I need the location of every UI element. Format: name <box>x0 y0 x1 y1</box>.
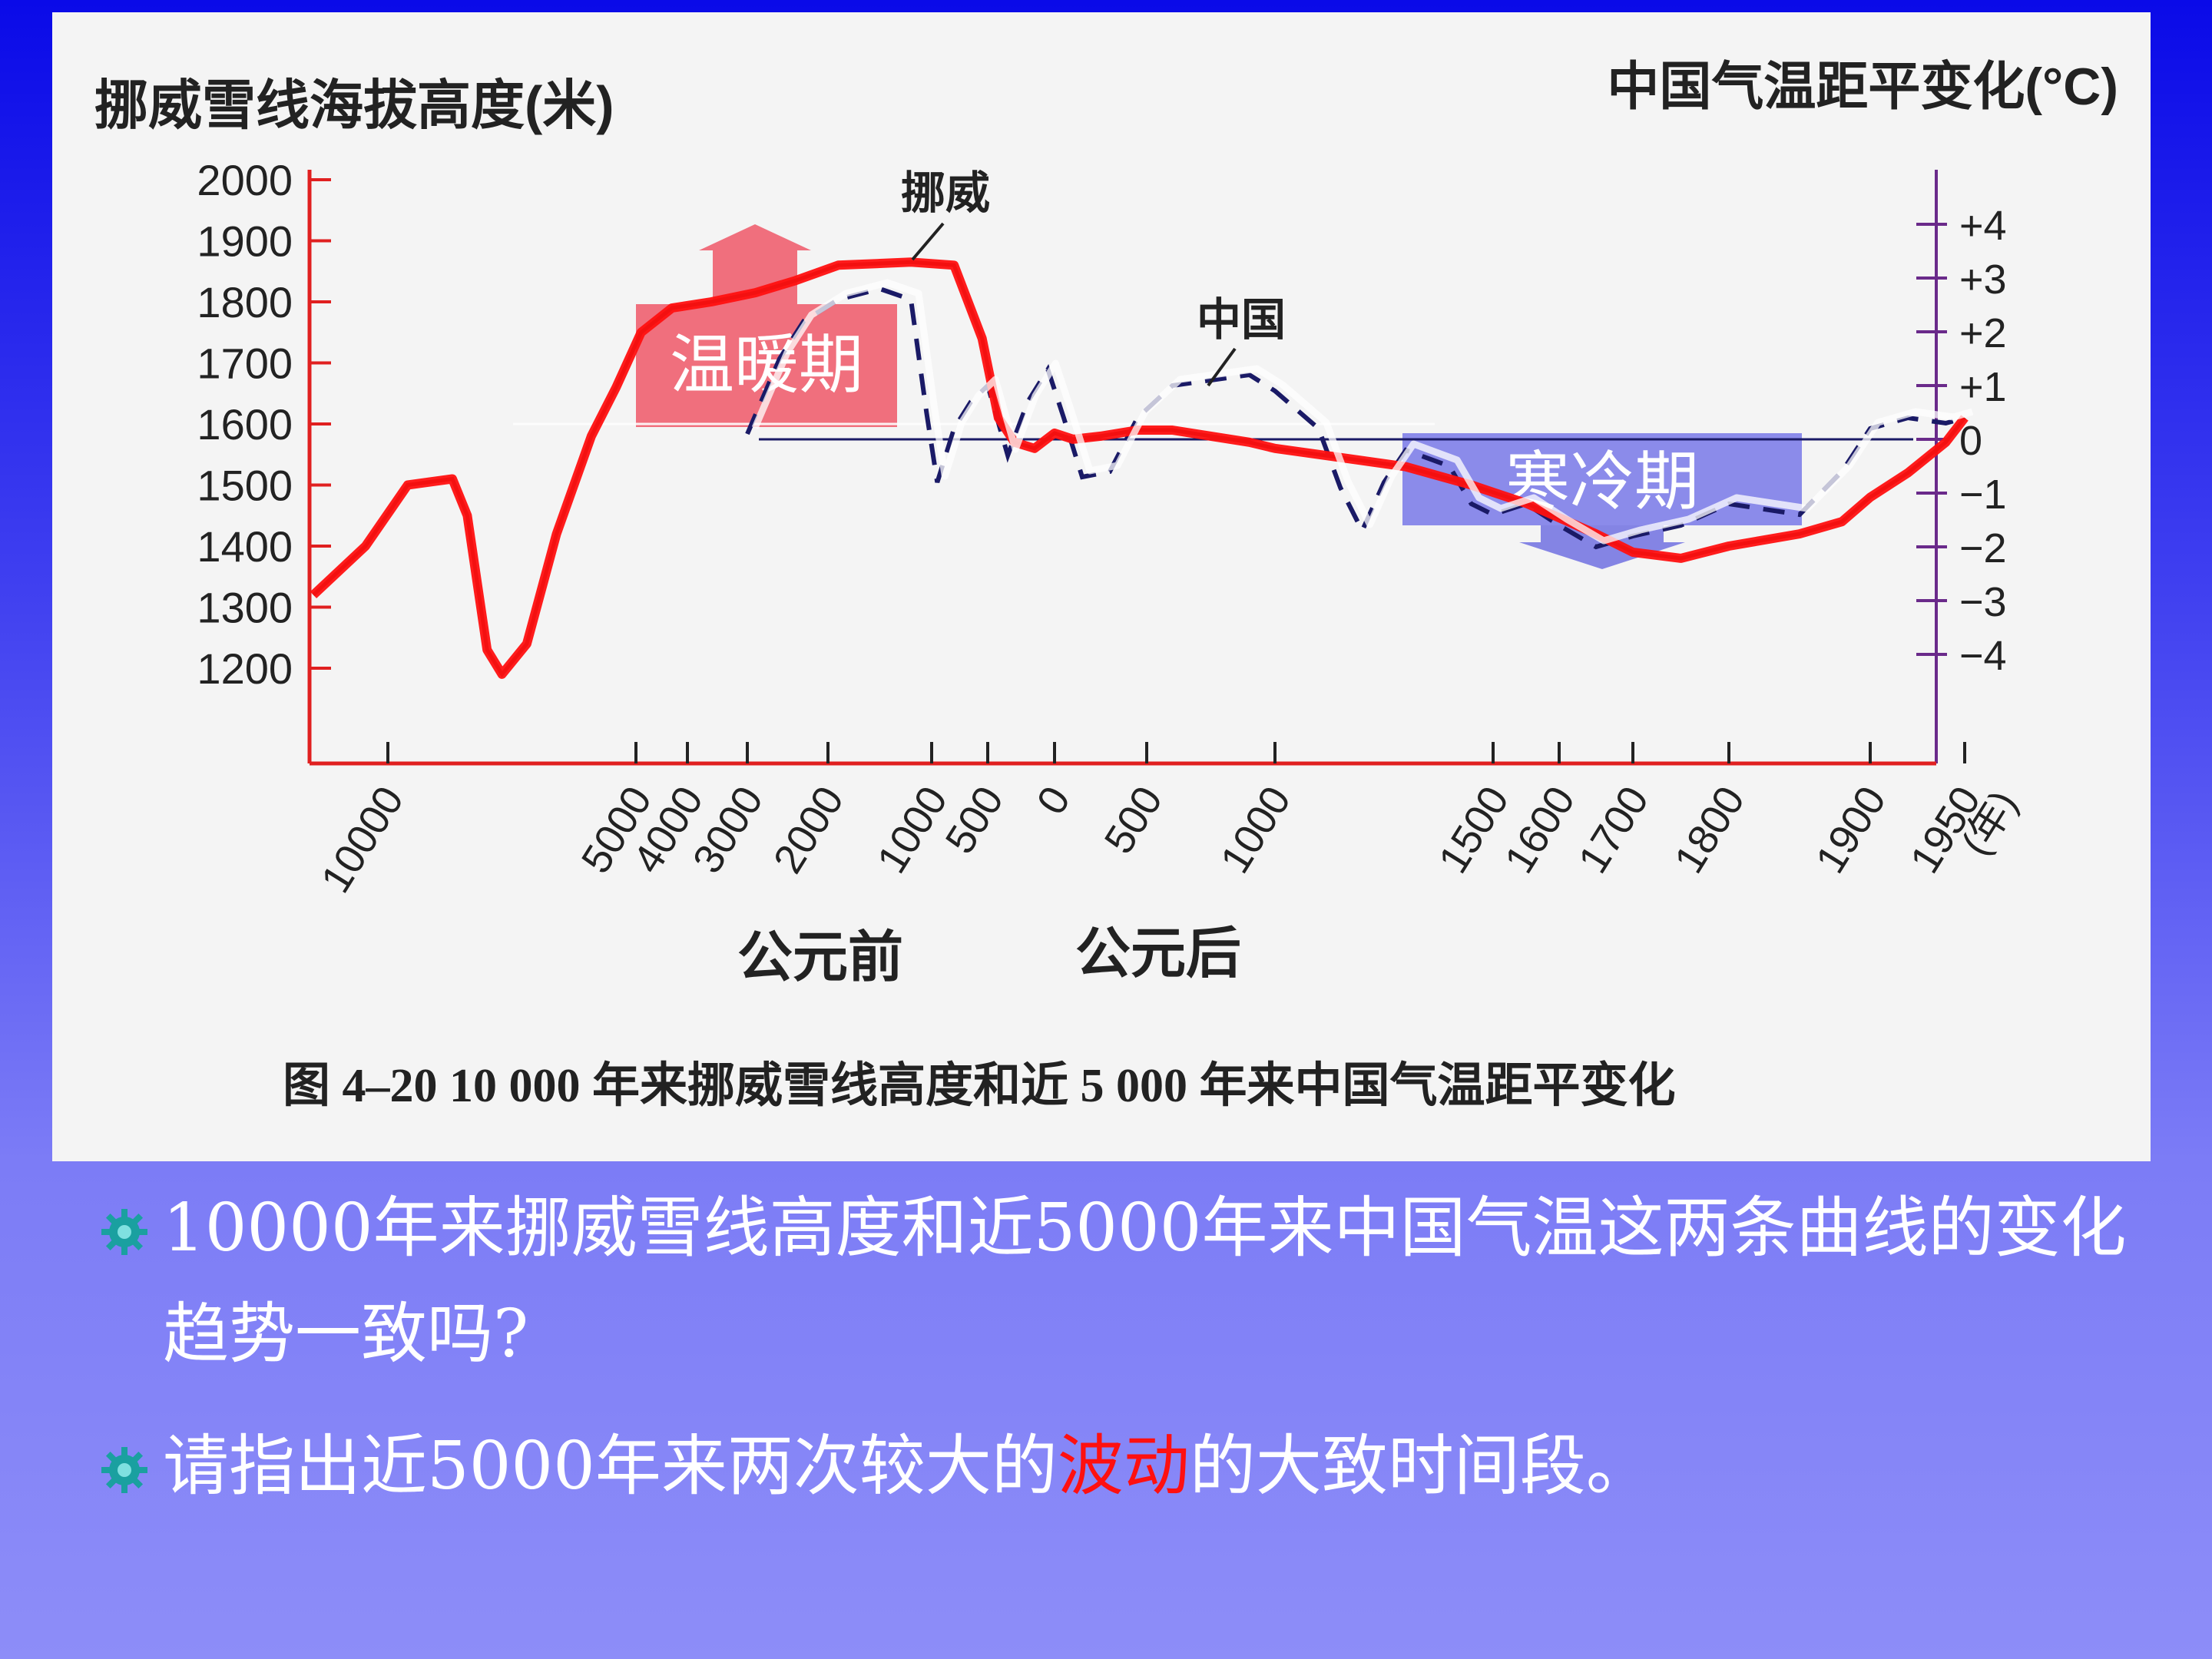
question-1-text: 10000年来挪威雪线高度和近5000年来中国气温这两条曲线的变化趋势一致吗? <box>163 1190 2127 1373</box>
x-axis-tick-label: 1600 <box>1496 779 1584 882</box>
left-axis-tick-label: 1500 <box>197 462 293 510</box>
era-bce-label: 公元前 <box>737 927 903 988</box>
series-label-china-leader <box>1207 347 1237 387</box>
series-trace-norway <box>310 257 1969 679</box>
left-axis-tick-label: 1400 <box>197 522 293 571</box>
left-axis-tick-label: 1200 <box>197 644 293 693</box>
x-axis-tick-label: 2000 <box>765 779 853 882</box>
chart-svg: 挪威雪线海拔高度(米) 中国气温距平变化(°C) 200019001800170… <box>94 58 2118 1112</box>
x-axis-tick-label: 1500 <box>1430 779 1518 882</box>
series-trace-china <box>751 279 1974 545</box>
right-axis-tick-label: −3 <box>1959 579 2007 625</box>
left-axis: 2000 1900 1800 1700 1600 1500 1400 1300 1200 <box>197 156 331 763</box>
series-label-china: 中国 <box>1197 295 1286 345</box>
series-layer <box>310 257 1974 679</box>
left-axis-tick-label: 1900 <box>197 217 293 266</box>
question-2-highlight: 波动 <box>1057 1428 1190 1505</box>
question-1: 10000年来挪威雪线高度和近5000年来中国气温这两条曲线的变化趋势一致吗? <box>98 1175 2172 1387</box>
right-axis-tick-label: −2 <box>1959 525 2007 571</box>
left-axis-tick-label: 2000 <box>197 156 293 204</box>
question-list: 10000年来挪威雪线高度和近5000年来中国气温这两条曲线的变化趋势一致吗? … <box>98 1175 2172 1519</box>
right-axis-title: 中国气温距平变化(°C) <box>1607 58 2118 116</box>
gear-bullet-icon <box>101 1209 147 1255</box>
question-2-text-before: 请指出近5000年来两次较大的 <box>163 1428 1058 1505</box>
left-axis-tick-label: 1800 <box>197 278 293 326</box>
x-axis-tick-label: 1000 <box>1212 779 1300 882</box>
x-axis-tick-label: 10000 <box>313 779 412 901</box>
right-axis-tick-label: −1 <box>1959 472 2007 518</box>
right-axis-tick-label: +2 <box>1959 310 2007 356</box>
right-axis-tick-label: +1 <box>1959 364 2007 410</box>
x-axis-tick-label: 1700 <box>1570 779 1658 882</box>
figure-caption: 图 4–20 10 000 年来挪威雪线高度和近 5 000 年来中国气温距平变… <box>283 1059 1676 1112</box>
right-axis: +4+3+2+10−1−2−3−4 <box>1916 170 2007 763</box>
left-axis-tick-label: 1700 <box>197 339 293 388</box>
right-axis-tick-label: +4 <box>1959 203 2007 249</box>
question-2-text-after: 的大致时间段。 <box>1189 1428 1652 1505</box>
era-ce-label: 公元后 <box>1075 923 1241 985</box>
right-axis-tick-label: −4 <box>1959 633 2007 679</box>
question-2: 请指出近5000年来两次较大的波动的大致时间段。 <box>98 1413 2172 1519</box>
x-axis-tick-label: 500 <box>1096 779 1172 862</box>
left-axis-tick-label: 1600 <box>197 400 293 449</box>
x-axis-tick-label: 500 <box>937 779 1013 862</box>
series-label-norway: 挪威 <box>901 168 990 218</box>
right-axis-tick-label: +3 <box>1959 257 2007 303</box>
x-axis-tick-label: 1900 <box>1807 779 1896 882</box>
left-axis-title: 挪威雪线海拔高度(米) <box>94 75 614 135</box>
x-axis-tick-label: 1800 <box>1666 779 1754 882</box>
x-axis-tick-label: 0 <box>1028 779 1079 823</box>
left-axis-tick-label: 1300 <box>197 584 293 632</box>
gear-bullet-icon <box>101 1447 147 1493</box>
series-label-norway-leader <box>911 222 945 261</box>
chart-figure: 挪威雪线海拔高度(米) 中国气温距平变化(°C) 2000 1900 1800 170… <box>52 12 2151 1161</box>
